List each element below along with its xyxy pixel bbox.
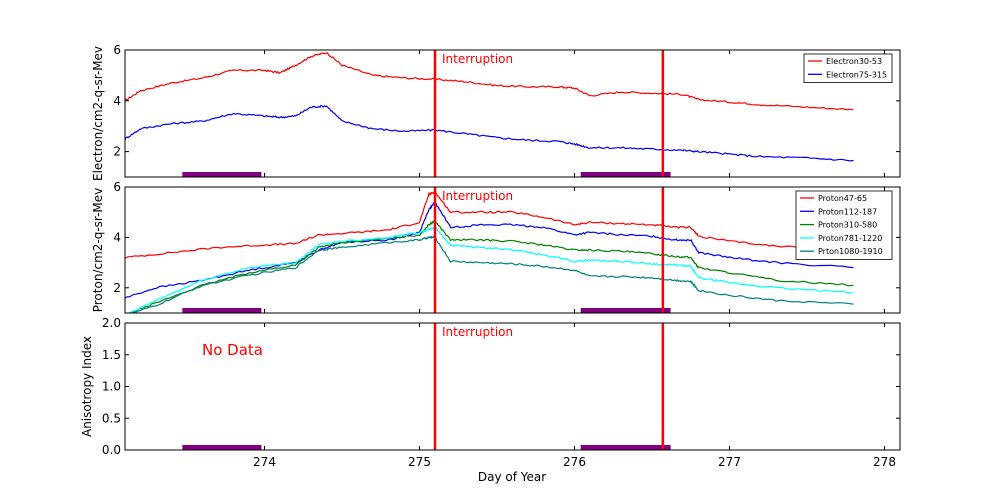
y-tick-label: 1.0 bbox=[102, 380, 121, 394]
anisotropy-y-axis-title: Anisotropy Index bbox=[80, 336, 94, 437]
legend-entry: Electron75-315 bbox=[826, 70, 887, 79]
interruption-label: Interruption bbox=[442, 52, 513, 66]
electron-y-axis-title: Electron/cm2-q-sr-Mev bbox=[91, 46, 105, 181]
proton-y-axis-title: Proton/cm2-q-sr-Mev bbox=[91, 188, 105, 313]
legend-entry: Proton781-1220 bbox=[818, 234, 882, 243]
y-tick-label: 0.5 bbox=[102, 411, 121, 425]
y-tick-label: 4 bbox=[113, 94, 121, 108]
y-tick-label: 1.5 bbox=[102, 348, 121, 362]
legend-entry: Prton1080-1910 bbox=[818, 247, 883, 256]
shaded-bar-1 bbox=[580, 172, 671, 177]
proton-panel: Interruption 2 4 6 Proton/cm2-q-sr-Mev Proton… bbox=[91, 180, 901, 314]
y-tick-label: 2.0 bbox=[102, 316, 121, 330]
electron-plot-area bbox=[125, 50, 900, 177]
shaded-bar-0 bbox=[182, 308, 262, 313]
legend-entry: Electron30-53 bbox=[826, 57, 882, 66]
electron-legend: Electron30-53 Electron75-315 bbox=[803, 53, 893, 84]
shaded-bar-0 bbox=[182, 445, 262, 450]
interruption-label: Interruption bbox=[442, 189, 513, 203]
y-tick-label: 6 bbox=[113, 180, 121, 194]
interruption-label: Interruption bbox=[442, 325, 513, 339]
proton-frame bbox=[124, 186, 901, 314]
legend-entry: Proton112-187 bbox=[818, 207, 877, 216]
x-tick-label: 274 bbox=[253, 455, 276, 469]
y-tick-label: 2 bbox=[113, 281, 121, 295]
series-line-electron30-53 bbox=[125, 52, 854, 111]
electron-frame bbox=[124, 49, 901, 178]
x-tick-label: 276 bbox=[563, 455, 586, 469]
no-data-label: No Data bbox=[202, 341, 263, 359]
legend-entry: Proton47-65 bbox=[818, 194, 867, 203]
shaded-bar-1 bbox=[580, 308, 671, 313]
shaded-bar-1 bbox=[580, 445, 671, 450]
x-tick-label: 278 bbox=[873, 455, 896, 469]
legend-box bbox=[803, 53, 893, 84]
anisotropy-panel: Interruption 0.0 0.5 1.0 1.5 2.0 274 275 276 277 2… bbox=[80, 316, 901, 469]
legend-entry: Proton310-580 bbox=[818, 221, 877, 230]
series-line-electron75-315 bbox=[125, 104, 854, 162]
electron-panel: Interruption 2 4 6 Electron/cm2-q-sr-Mev Elec… bbox=[91, 43, 901, 181]
x-tick-label: 275 bbox=[408, 455, 431, 469]
y-tick-label: 6 bbox=[113, 43, 121, 57]
y-tick-label: 0.0 bbox=[102, 443, 121, 457]
series-line-proton781-1220 bbox=[128, 226, 854, 313]
shaded-bar-0 bbox=[182, 172, 262, 177]
y-tick-label: 2 bbox=[113, 145, 121, 159]
y-tick-label: 4 bbox=[113, 230, 121, 244]
x-tick-label: 277 bbox=[718, 455, 741, 469]
anisotropy-plot-area bbox=[125, 323, 900, 450]
series-line-proton310-580 bbox=[128, 219, 854, 313]
x-axis-title: Day of Year bbox=[478, 470, 546, 484]
proton-legend: Proton47-65 Proton112-187 Proton310-580 Pro… bbox=[795, 190, 893, 260]
series-line-proton47-65 bbox=[125, 191, 854, 259]
series-line-prton1080-1910 bbox=[130, 234, 854, 313]
